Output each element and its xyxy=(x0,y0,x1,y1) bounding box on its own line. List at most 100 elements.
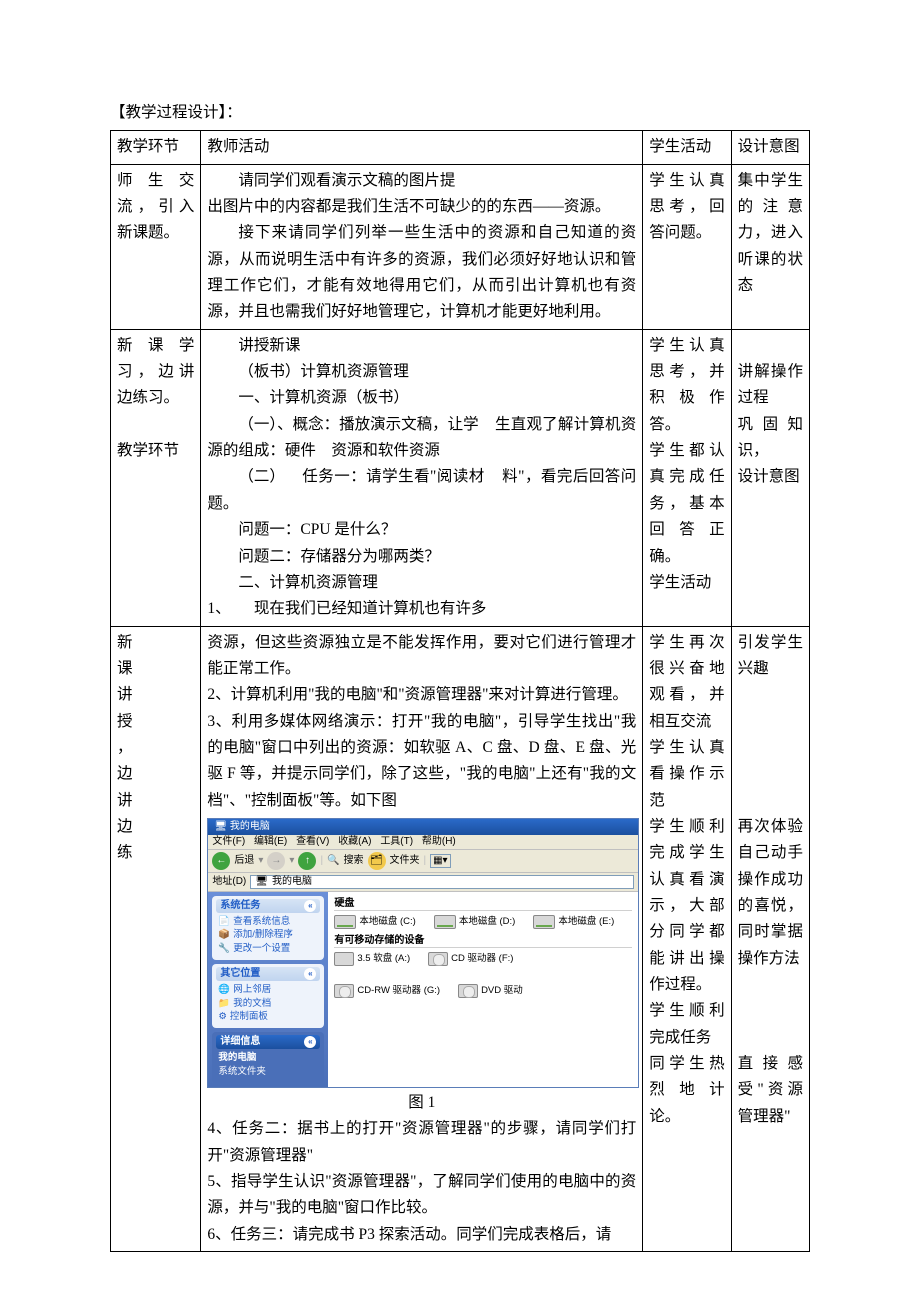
p: 新课学习，边讲边练习。 xyxy=(117,333,194,412)
table-row: 新 课 讲 授 ， 边 讲 边 练 资源，但这些资源独立是不能发挥作用，要对它们… xyxy=(111,626,810,1252)
t: 网上邻居 xyxy=(233,984,271,995)
place-item[interactable]: ⚙控制面板 xyxy=(216,1010,320,1023)
p: 学生认真思考，并积极作答。 xyxy=(649,333,724,438)
t: 任务一：请学生看"阅读材 xyxy=(302,468,485,485)
menu-bar: 文件(F) 编辑(E) 查看(V) 收藏(A) 工具(T) 帮助(H) xyxy=(208,835,638,850)
controlpanel-icon: ⚙ xyxy=(218,1011,227,1022)
p: 再次体验自己动手操作成功的喜悦，同时掌据操作方法 xyxy=(738,814,803,972)
hdd-icon xyxy=(533,915,555,929)
panel-heading: 其它位置 xyxy=(220,968,260,980)
p: 5、指导学生认识"资源管理器"，了解同学们使用的电脑中的资源，并与"我的电脑"窗… xyxy=(207,1169,636,1222)
p: 学生认真看操作示范 xyxy=(649,735,724,814)
th-intent: 设计意图 xyxy=(731,131,809,164)
cell-student-2: 学生认真思考，并积极作答。 学生都认真完成任务，基本回答正确。 学生活动 xyxy=(643,329,731,626)
t: 本地磁盘 (C:) xyxy=(359,916,415,927)
network-icon: 🌐 xyxy=(218,984,230,995)
cell-teacher-2: 讲授新课 （板书）计算机资源管理 一、计算机资源（板书） （一）、概念：播放演示… xyxy=(201,329,643,626)
addr-value: 我的电脑 xyxy=(272,876,312,888)
chevron-icon[interactable]: « xyxy=(304,968,316,980)
p: 学生顺利完成学生认真看演示，大部分同学都能讲出操作过程。 xyxy=(649,814,724,998)
t: 资源和软件资源 xyxy=(331,442,440,459)
t: 添加/删除程序 xyxy=(233,929,293,940)
panel-systasks: 系统任务 « 📄查看系统信息 📦添加/删除程序 🔧更改一个设置 xyxy=(212,896,324,960)
drive-f[interactable]: CD 驱动器 (F:) xyxy=(428,952,513,966)
cell-teacher-3: 资源，但这些资源独立是不能发挥作用，要对它们进行管理才能正常工作。 2、计算机利… xyxy=(201,626,643,1252)
p: 讲解操作过程 xyxy=(738,359,803,412)
back-button-icon[interactable]: ← xyxy=(212,852,230,870)
drive-d[interactable]: 本地磁盘 (D:) xyxy=(434,915,515,929)
chevron-icon[interactable]: « xyxy=(304,900,316,912)
p: 接下来请同学们列举一些生活中的资源和自己知道的资源，从而说明生活中有许多的资源，… xyxy=(207,220,636,325)
menu-edit[interactable]: 编辑(E) xyxy=(254,836,287,847)
table-row: 新课学习，边讲边练习。 教学环节 讲授新课 （板书）计算机资源管理 一、计算机资… xyxy=(111,329,810,626)
t: 本地磁盘 (E:) xyxy=(558,916,614,927)
t: 我的文档 xyxy=(233,998,271,1009)
t: （一）、概念：播放演示文稿，让学 xyxy=(207,412,478,438)
my-computer-window: 🖥 我的电脑 文件(F) 编辑(E) 查看(V) 收藏(A) 工具(T) 帮助(… xyxy=(207,818,639,1088)
table-header-row: 教学环节 教师活动 学生活动 设计意图 xyxy=(111,131,810,164)
p: 6、任务三：请完成书 P3 探索活动。同学们完成表格后，请 xyxy=(207,1222,636,1248)
menu-fav[interactable]: 收藏(A) xyxy=(338,836,371,847)
t: （二） xyxy=(207,464,285,490)
folders-label: 文件夹 xyxy=(390,855,420,867)
menu-file[interactable]: 文件(F) xyxy=(212,836,245,847)
menu-help[interactable]: 帮助(H) xyxy=(422,836,456,847)
task-item[interactable]: 📄查看系统信息 xyxy=(216,915,320,928)
drive-h[interactable]: DVD 驱动 xyxy=(458,984,523,998)
menu-view[interactable]: 查看(V) xyxy=(296,836,329,847)
cell-stage-1: 师生交流，引入新课题。 xyxy=(111,164,201,329)
drive-a[interactable]: 3.5 软盘 (A:) xyxy=(334,952,410,966)
folders-icon[interactable]: 🗂 xyxy=(368,852,386,870)
cell-stage-3: 新 课 讲 授 ， 边 讲 边 练 xyxy=(111,626,201,1252)
cell-teacher-1: 请同学们观看演示文稿的图片提 出图片中的内容都是我们生活不可缺少的的东西——资源… xyxy=(201,164,643,329)
table-row: 师生交流，引入新课题。 请同学们观看演示文稿的图片提 出图片中的内容都是我们生活… xyxy=(111,164,810,329)
t: 3.5 软盘 (A:) xyxy=(357,953,410,964)
search-label: 搜索 xyxy=(344,855,364,867)
section-hdd: 硬盘 xyxy=(334,898,632,911)
t: DVD 驱动 xyxy=(481,985,523,996)
chevron-icon[interactable]: « xyxy=(304,1036,316,1048)
search-icon[interactable]: 🔍 xyxy=(327,855,339,867)
p: 设计意图 xyxy=(738,464,803,490)
drive-c[interactable]: 本地磁盘 (C:) xyxy=(334,915,415,929)
t: 1、 xyxy=(207,600,230,617)
address-bar: 地址(D) 🖥 我的电脑 xyxy=(208,873,638,892)
cell-intent-2: 讲解操作过程 巩固知识， 设计意图 xyxy=(731,329,809,626)
t: 本地磁盘 (D:) xyxy=(459,916,515,927)
views-icon[interactable]: ▦▾ xyxy=(430,854,450,868)
p: 1、 现在我们已经知道计算机也有许多 xyxy=(207,596,636,622)
task-item[interactable]: 📦添加/删除程序 xyxy=(216,928,320,941)
menu-tools[interactable]: 工具(T) xyxy=(380,836,413,847)
drive-g[interactable]: CD-RW 驱动器 (G:) xyxy=(334,984,440,998)
place-item[interactable]: 📁我的文档 xyxy=(216,997,320,1010)
p: 二、计算机资源管理 xyxy=(207,570,636,596)
task-item[interactable]: 🔧更改一个设置 xyxy=(216,942,320,955)
t: 查看系统信息 xyxy=(233,916,290,927)
p: 巩固知识， xyxy=(738,412,803,465)
cell-student-1: 学生认真思考，回答问题。 xyxy=(643,164,731,329)
t: CD 驱动器 (F:) xyxy=(451,953,513,964)
window-icon: 🖥 xyxy=(214,821,227,832)
p: （一）、概念：播放演示文稿，让学 生直观了解计算机资源的组成：硬件 资源和软件资… xyxy=(207,412,636,465)
settings-icon: 🔧 xyxy=(218,943,230,954)
up-button-icon[interactable]: ↑ xyxy=(298,852,316,870)
place-item[interactable]: 🌐网上邻居 xyxy=(216,983,320,996)
programs-icon: 📦 xyxy=(218,929,230,940)
cell-stage-2: 新课学习，边讲边练习。 教学环节 xyxy=(111,329,201,626)
p: 同学生热烈地计论。 xyxy=(649,1051,724,1130)
p: 2、计算机利用"我的电脑"和"资源管理器"来对计算进行管理。 xyxy=(207,682,636,708)
forward-button-icon[interactable]: → xyxy=(267,852,285,870)
panel-otherplaces: 其它位置 « 🌐网上邻居 📁我的文档 ⚙控制面板 xyxy=(212,964,324,1028)
info-icon: 📄 xyxy=(218,916,230,927)
dvd-icon xyxy=(458,984,478,998)
addr-input[interactable]: 🖥 我的电脑 xyxy=(250,875,634,889)
content-pane: 硬盘 本地磁盘 (C:) 本地磁盘 (D:) 本地磁盘 (E:) 有可移动存储的… xyxy=(328,892,638,1087)
detail-line: 我的电脑 xyxy=(216,1051,320,1064)
lesson-plan-table: 教学环节 教师活动 学生活动 设计意图 师生交流，引入新课题。 请同学们观看演示… xyxy=(110,130,810,1252)
cd-icon xyxy=(428,952,448,966)
panel-heading: 详细信息 xyxy=(220,1036,260,1048)
p: 引发学生兴趣 xyxy=(738,630,803,683)
drive-e[interactable]: 本地磁盘 (E:) xyxy=(533,915,614,929)
panel-heading: 系统任务 xyxy=(220,900,260,912)
t: 控制面板 xyxy=(230,1011,268,1022)
